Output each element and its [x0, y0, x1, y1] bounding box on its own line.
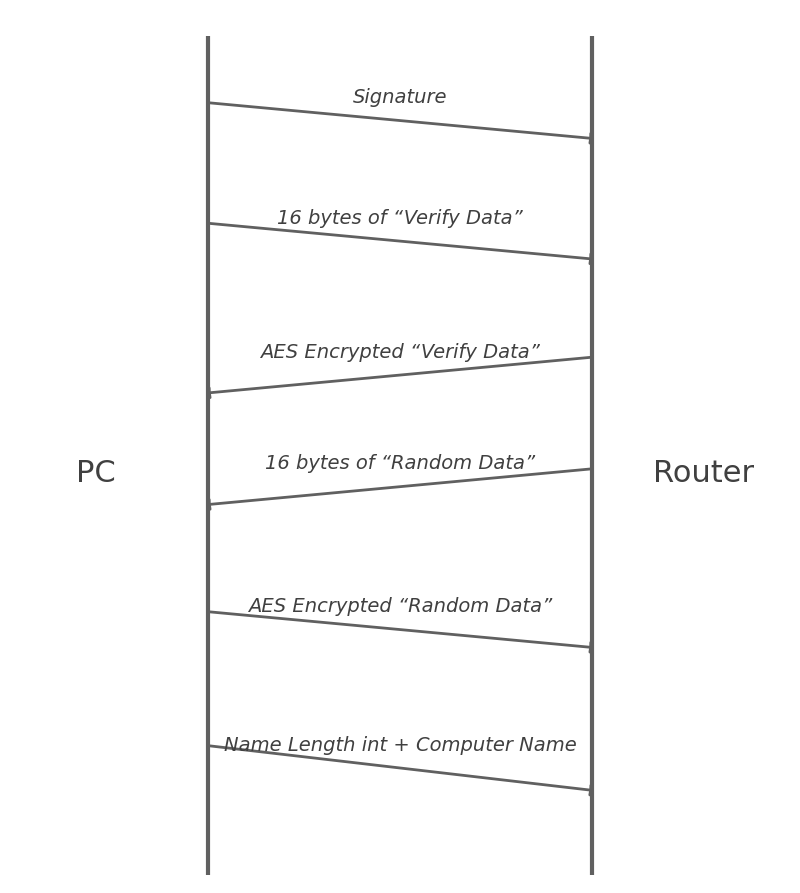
Text: PC: PC [76, 459, 116, 488]
Text: Signature: Signature [353, 88, 447, 107]
Text: Router: Router [654, 459, 754, 488]
Text: 16 bytes of “Verify Data”: 16 bytes of “Verify Data” [277, 209, 523, 228]
Text: 16 bytes of “Random Data”: 16 bytes of “Random Data” [265, 455, 535, 473]
Text: AES Encrypted “Random Data”: AES Encrypted “Random Data” [248, 597, 552, 616]
Text: AES Encrypted “Verify Data”: AES Encrypted “Verify Data” [260, 343, 540, 362]
Text: Name Length int + Computer Name: Name Length int + Computer Name [224, 736, 576, 755]
